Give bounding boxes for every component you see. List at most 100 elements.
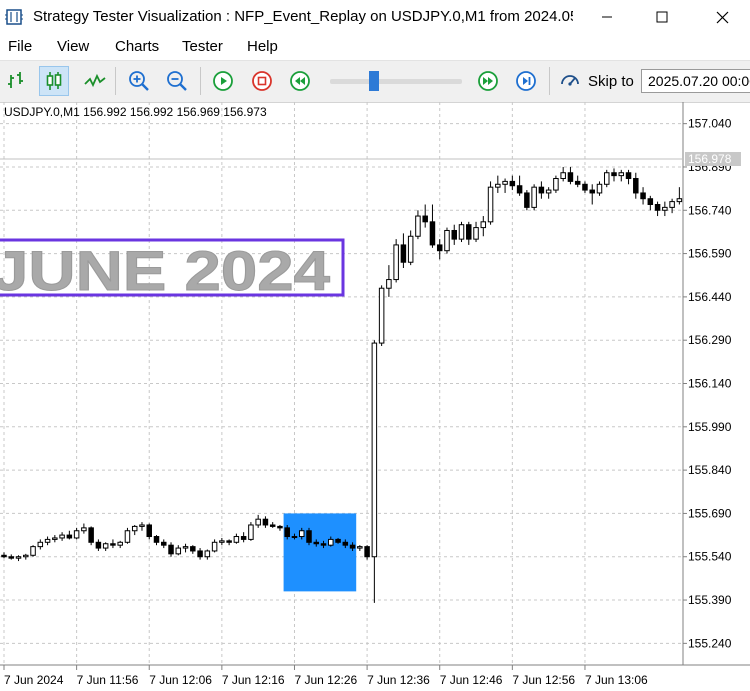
price-chart[interactable]: JUNE 2024 157.040 156.890 156.740 156.590 15… [0, 102, 750, 691]
candle-bearish [436, 244, 443, 252]
candle-bullish [117, 541, 123, 546]
candle-bearish [625, 172, 632, 180]
candle-bearish [429, 221, 436, 246]
time-tick-label: 7 Jun 12:06 [149, 673, 212, 687]
menu-charts[interactable]: Charts [115, 38, 160, 55]
skip-to-date-input[interactable]: 2025.07.20 00:00 [641, 69, 750, 93]
candle-bullish [291, 536, 298, 539]
candle-bearish [647, 198, 654, 205]
candle-bullish [211, 541, 218, 552]
candle-bullish [487, 186, 494, 223]
candle-bearish [654, 203, 661, 211]
candle-bearish [466, 224, 472, 240]
candle-bullish [182, 546, 189, 549]
candle-bearish [400, 244, 407, 263]
candle-bearish [509, 180, 516, 187]
fast-forward-icon[interactable] [473, 66, 503, 96]
candle-bullish [219, 540, 225, 543]
skip-to-label: Skip to [588, 73, 634, 90]
candle-bullish [386, 279, 392, 289]
candlestick-chart-svg[interactable]: JUNE 2024 157.040156.890156.740156.59015… [0, 102, 750, 691]
price-tick-label: 156.290 [688, 333, 732, 347]
candle-bullish [393, 244, 399, 281]
price-tick-label: 155.690 [688, 506, 732, 520]
candle-bearish [349, 544, 356, 549]
menu-tester[interactable]: Tester [182, 38, 223, 55]
zoom-out-icon[interactable] [162, 66, 192, 96]
time-tick-label: 7 Jun 12:36 [367, 673, 430, 687]
candlestick-icon[interactable] [39, 66, 69, 96]
candle-bearish [524, 192, 530, 208]
time-axis-labels: 7 Jun 2024 7 Jun 11:56 7 Jun 12:06 7 Jun 12… [3, 665, 648, 687]
price-axis-labels: 157.040156.890156.740156.590156.440156.2… [683, 117, 732, 650]
bar-chart-icon[interactable] [2, 66, 32, 96]
close-icon[interactable] [699, 0, 745, 34]
candle-bearish [190, 546, 196, 552]
symbol-info: USDJPY.0,M1 156.992 156.992 156.969 156.… [4, 105, 267, 119]
candle-bearish [516, 185, 523, 194]
candle-bearish [161, 541, 167, 546]
candle-bearish [538, 186, 545, 194]
rewind-icon[interactable] [285, 66, 315, 96]
candle-bearish [8, 556, 15, 559]
candle-bullish [669, 201, 675, 208]
candle-bullish [378, 287, 385, 344]
price-tick-label: 156.140 [688, 377, 732, 391]
price-tick-label: 156.590 [688, 247, 732, 261]
play-icon[interactable] [208, 66, 238, 96]
zoom-in-icon[interactable] [124, 66, 154, 96]
speed-slider-track[interactable] [330, 79, 462, 84]
candle-bullish [618, 172, 625, 177]
price-tick-label: 156.740 [688, 203, 732, 217]
menu-help[interactable]: Help [247, 38, 278, 55]
candle-bearish [306, 530, 312, 543]
maximize-icon[interactable] [639, 0, 685, 34]
minimize-icon[interactable] [584, 0, 630, 34]
candle-bullish [15, 556, 22, 559]
menu-bar: File View Charts Tester Help [0, 34, 750, 61]
candle-bullish [357, 546, 363, 549]
candle-bullish [415, 215, 421, 237]
candle-bearish [88, 527, 94, 543]
speed-slider-thumb[interactable] [369, 71, 379, 91]
skip-to-icon[interactable] [556, 66, 586, 96]
candle-bearish [110, 543, 116, 546]
candle-bullish [473, 227, 479, 240]
event-label-box: JUNE 2024 [0, 238, 345, 303]
candle-bearish [320, 543, 327, 546]
candle-bullish [37, 541, 44, 548]
candle-bearish [168, 544, 174, 555]
candle-bullish [23, 554, 29, 558]
candle-bullish [531, 186, 537, 208]
candle-bullish [255, 518, 261, 526]
window-title: Strategy Tester Visualization : NFP_Even… [33, 8, 573, 25]
candle-bearish [611, 172, 617, 177]
event-highlight-box [283, 513, 357, 592]
candle-bullish [371, 342, 378, 558]
candle-bearish [640, 192, 646, 200]
time-tick-label: 7 Jun 12:16 [222, 673, 285, 687]
candle-bullish [248, 524, 254, 540]
price-tick-label: 155.240 [688, 636, 732, 650]
candle-bullish [560, 172, 566, 180]
candle-bearish [1, 554, 7, 558]
candle-bearish [451, 229, 457, 240]
candle-bullish [480, 221, 487, 229]
candle-bearish [422, 215, 428, 223]
candle-bullish [175, 547, 182, 555]
stop-icon[interactable] [247, 66, 277, 96]
menu-view[interactable]: View [57, 38, 90, 55]
line-chart-icon[interactable] [80, 66, 110, 96]
candle-bearish [269, 524, 276, 527]
candle-bullish [662, 206, 668, 211]
menu-file[interactable]: File [8, 38, 33, 55]
candle-bullish [30, 546, 36, 556]
candle-bearish [240, 536, 247, 540]
candle-bullish [204, 550, 211, 558]
price-tick-label: 155.390 [688, 593, 732, 607]
time-tick-label: 7 Jun 12:26 [294, 673, 357, 687]
candle-bullish [44, 538, 51, 543]
skip-to-end-icon[interactable] [511, 66, 541, 96]
current-price-tag [685, 152, 741, 166]
candle-bullish [124, 530, 131, 543]
